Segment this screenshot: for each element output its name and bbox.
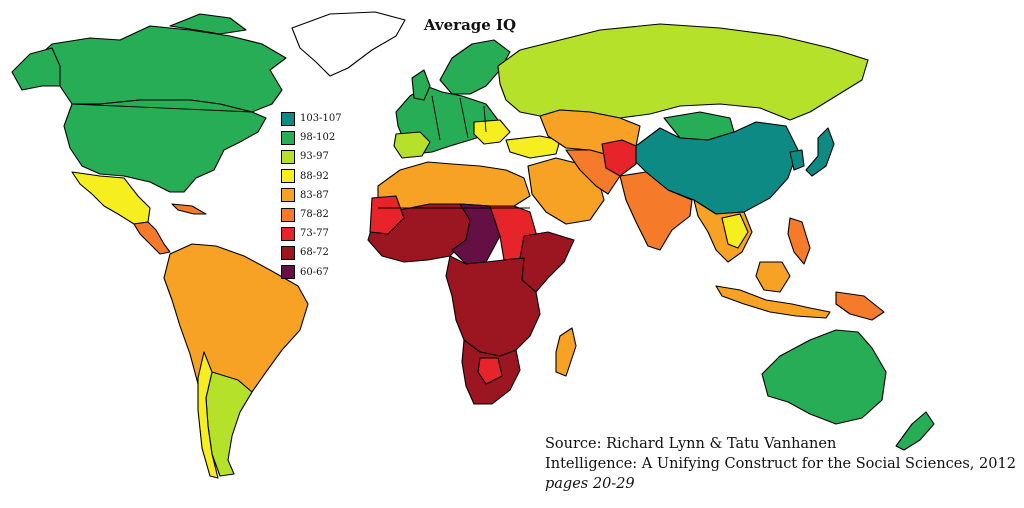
legend-swatch — [281, 207, 295, 222]
region-korea — [789, 149, 805, 171]
region-india — [619, 171, 693, 251]
region-new-zealand — [895, 411, 935, 451]
region-philippines — [787, 217, 811, 265]
legend-item: 98-102 — [281, 128, 342, 147]
legend-label: 60-67 — [300, 266, 329, 278]
region-mauritania — [369, 195, 405, 235]
region-chile — [197, 351, 219, 479]
legend-swatch — [281, 111, 295, 126]
source-pages: pages 20-29 — [545, 476, 635, 492]
border-us-canada — [71, 103, 253, 113]
region-borneo — [755, 261, 791, 293]
legend-item: 60-67 — [281, 263, 342, 282]
region-canada — [29, 25, 287, 113]
region-north-africa — [377, 161, 531, 211]
region-balkans — [473, 119, 511, 145]
region-alaska — [11, 47, 61, 91]
source-citation: Source: Richard Lynn & Tatu Vanhanen Int… — [545, 434, 1016, 494]
legend-item: 93-97 — [281, 147, 342, 166]
source-line: Intelligence: A Unifying Construct for t… — [545, 456, 1016, 472]
legend-item: 83-87 — [281, 186, 342, 205]
region-thailand — [721, 213, 749, 249]
source-line: Source: Richard Lynn & Tatu Vanhanen — [545, 436, 837, 452]
legend-label: 98-102 — [300, 132, 336, 144]
legend-label: 103-107 — [300, 113, 342, 125]
legend-item: 73-77 — [281, 224, 342, 243]
region-indonesia — [715, 285, 831, 319]
legend-swatch — [281, 265, 295, 280]
legend-label: 93-97 — [300, 151, 329, 163]
region-central-america — [133, 221, 171, 255]
region-afghanistan — [601, 139, 637, 177]
region-madagascar — [555, 327, 577, 377]
region-usa — [63, 99, 267, 193]
legend-label: 73-77 — [300, 228, 329, 240]
legend-swatch — [281, 226, 295, 241]
region-australia — [761, 329, 887, 425]
region-central-africa — [445, 255, 541, 357]
region-new-guinea — [835, 291, 885, 321]
region-caribbean — [171, 203, 207, 215]
legend-swatch — [281, 245, 295, 260]
legend-item: 78-82 — [281, 205, 342, 224]
legend-swatch — [281, 149, 295, 164]
legend-swatch — [281, 130, 295, 145]
legend-label: 83-87 — [300, 189, 329, 201]
map-title: Average IQ — [423, 16, 517, 34]
legend-label: 78-82 — [300, 209, 329, 221]
region-russia — [497, 23, 869, 121]
region-japan — [805, 127, 835, 177]
region-horn-africa — [519, 231, 575, 293]
region-botswana — [477, 357, 503, 385]
legend-item: 88-92 — [281, 167, 342, 186]
region-greenland — [291, 11, 406, 77]
legend: 103-107 98-102 93-97 88-92 83-87 78-82 7… — [281, 109, 342, 282]
region-turkey — [505, 135, 561, 159]
region-uk — [411, 69, 431, 101]
legend-swatch — [281, 169, 295, 184]
region-iberia — [393, 131, 431, 159]
region-canada-islands — [169, 13, 247, 35]
legend-item: 68-72 — [281, 243, 342, 262]
legend-swatch — [281, 188, 295, 203]
legend-label: 68-72 — [300, 247, 329, 259]
legend-label: 88-92 — [300, 170, 329, 182]
legend-item: 103-107 — [281, 109, 342, 128]
border-europe — [431, 95, 487, 141]
